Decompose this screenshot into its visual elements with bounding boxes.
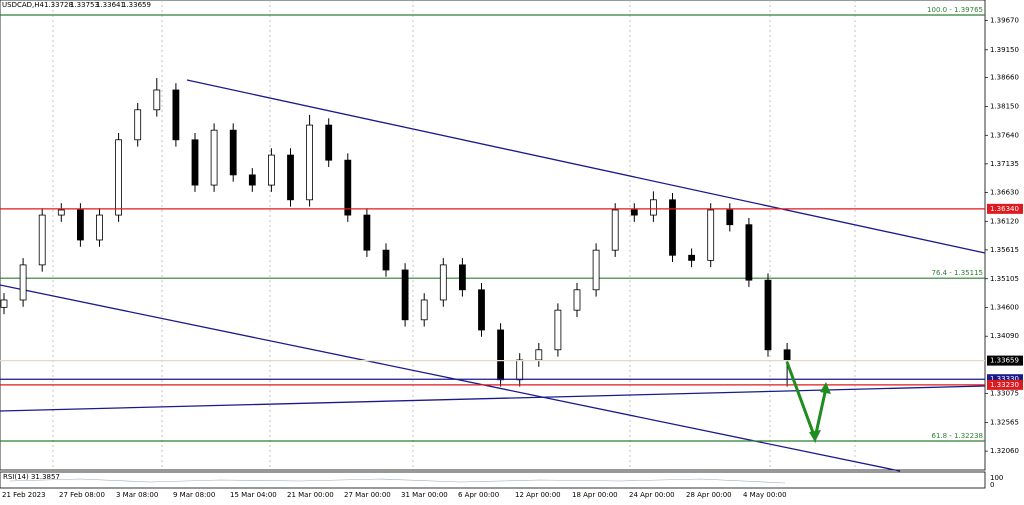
x-tick-label: 27 Mar 00:00 <box>344 491 391 499</box>
rsi-tick: 0 <box>990 481 994 489</box>
candle-body <box>38 214 46 266</box>
candle-body <box>497 329 505 381</box>
candle-body <box>57 209 65 216</box>
y-tick-label: 1.39670 <box>990 16 1019 24</box>
candle-body <box>96 214 103 241</box>
price-box-label: 1.33330 <box>990 375 1019 383</box>
candles <box>0 78 791 387</box>
fib-label: 76.4 - 1.35115 <box>931 269 983 277</box>
candle-body <box>77 209 84 241</box>
candle-body <box>267 154 275 186</box>
candle-body <box>630 209 638 216</box>
candle-body <box>611 209 619 251</box>
x-tick-label: 21 Feb 2023 <box>2 491 46 499</box>
candle-body <box>554 309 562 351</box>
header-value: 1.33659 <box>122 1 151 9</box>
header-value: 1.33641 <box>96 1 125 9</box>
price-box-label: 1.36340 <box>990 205 1019 213</box>
rsi-tick: 100 <box>990 474 1003 482</box>
arrow-head <box>809 430 821 442</box>
y-tick-label: 1.37135 <box>990 160 1019 168</box>
price-box <box>987 203 1023 214</box>
y-tick-label: 1.36120 <box>990 217 1019 225</box>
y-tick-label: 1.34090 <box>990 332 1019 340</box>
price-box <box>987 379 1023 390</box>
candle-body <box>134 109 142 141</box>
candle-body <box>287 154 294 201</box>
y-tick-label: 1.35105 <box>990 275 1019 283</box>
price-box-label: 1.33230 <box>990 381 1019 389</box>
plot-frame <box>0 0 986 471</box>
x-tick-label: 4 May 00:00 <box>743 491 787 499</box>
fib-label: 100.0 - 1.39765 <box>927 6 983 14</box>
candle-body <box>191 139 199 186</box>
candle-body <box>707 209 715 261</box>
candle-body <box>401 269 409 321</box>
x-tick-label: 9 Mar 08:00 <box>173 491 215 499</box>
candle-body <box>764 279 772 351</box>
y-tick-label: 1.32565 <box>990 419 1019 427</box>
candle-body <box>458 264 466 291</box>
candle-body <box>573 289 581 311</box>
x-tick-label: 27 Feb 08:00 <box>59 491 105 499</box>
candle-body <box>306 124 314 201</box>
price-box <box>987 374 1023 385</box>
candle-body <box>172 89 180 141</box>
x-tick-label: 15 Mar 04:00 <box>230 491 277 499</box>
rsi-line <box>9 478 786 484</box>
candle-body <box>210 129 218 186</box>
y-tick-label: 1.37640 <box>990 131 1019 139</box>
candle-body <box>478 289 485 331</box>
y-tick-label: 1.36630 <box>990 188 1019 196</box>
x-tick-label: 18 Apr 00:00 <box>572 491 618 499</box>
x-tick-label: 28 Apr 00:00 <box>686 491 732 499</box>
candle-body <box>382 249 390 271</box>
price-box-label: 1.33659 <box>990 357 1019 365</box>
candle-body <box>19 264 27 301</box>
candle-body <box>688 254 695 261</box>
y-tick-label: 1.33075 <box>990 390 1019 398</box>
trend-lines <box>0 79 986 472</box>
candle-body <box>344 159 352 216</box>
header: USDCAD,H4 <box>2 1 45 9</box>
candle-body <box>669 199 676 256</box>
chart-title: USDCAD,H4 <box>2 1 45 9</box>
x-tick-label: 3 Mar 08:00 <box>116 491 158 499</box>
candle-body <box>325 124 333 161</box>
header-value: 1.33728 <box>44 1 73 9</box>
candle-body <box>516 359 524 381</box>
candle-body <box>229 129 237 176</box>
candle-body <box>0 299 8 308</box>
x-tick-label: 6 Apr 00:00 <box>458 491 499 499</box>
x-tick-label: 12 Apr 00:00 <box>515 491 561 499</box>
header-value: 1.33753 <box>70 1 99 9</box>
candle-body <box>592 249 600 291</box>
y-tick-label: 1.38660 <box>990 74 1019 82</box>
candle-body <box>726 209 734 226</box>
y-tick-label: 1.32060 <box>990 447 1019 455</box>
arrow-head <box>820 382 831 394</box>
x-tick-label: 24 Apr 00:00 <box>629 491 675 499</box>
y-tick-label: 1.39150 <box>990 46 1019 54</box>
candle-body <box>783 349 791 361</box>
y-tick-label: 1.38150 <box>990 102 1019 110</box>
rsi-label: RSI(14) 31.3857 <box>3 473 60 481</box>
candle-body <box>420 299 428 321</box>
candle-body <box>153 89 161 111</box>
x-tick-label: 31 Mar 00:00 <box>401 491 448 499</box>
candle-body <box>535 349 543 361</box>
price-box <box>987 355 1023 366</box>
candle-body <box>363 214 371 251</box>
y-tick-label: 1.35615 <box>990 246 1019 254</box>
fib-label: 61.8 - 1.32238 <box>931 432 983 440</box>
candle-body <box>745 224 753 281</box>
rsi-panel <box>0 471 986 489</box>
candle-body <box>650 199 657 216</box>
candle-body <box>248 174 256 186</box>
candle-body <box>439 264 447 301</box>
y-tick-label: 1.34600 <box>990 303 1019 311</box>
x-tick-label: 21 Mar 00:00 <box>287 491 334 499</box>
candle-body <box>115 139 122 216</box>
